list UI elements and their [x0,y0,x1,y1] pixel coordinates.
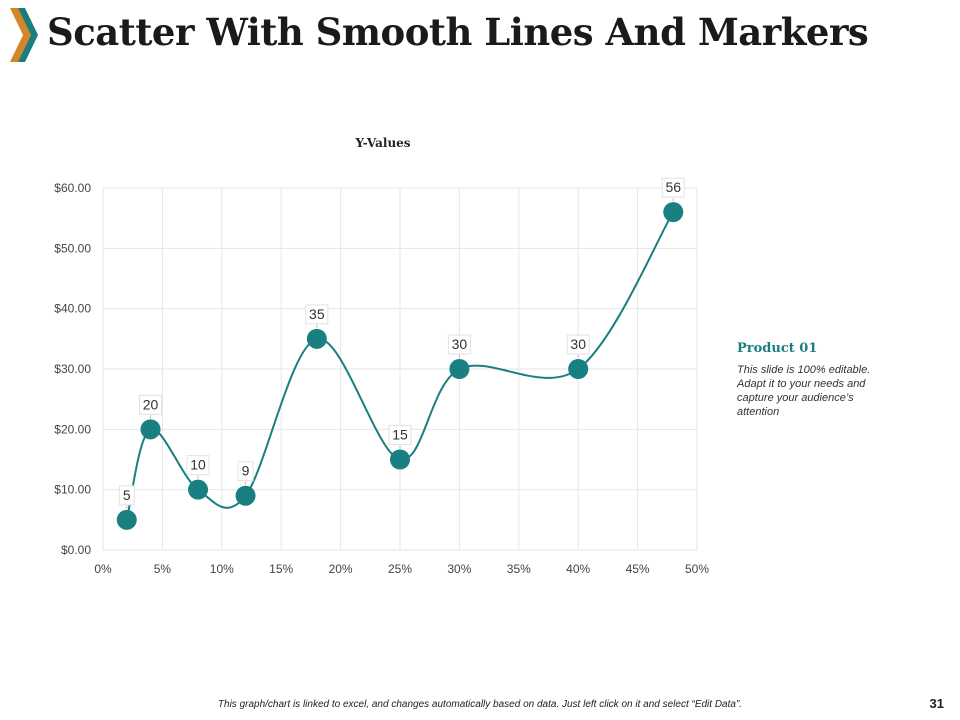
series-line [125,211,675,521]
x-tick-label: 35% [507,562,531,576]
data-label: 20 [143,396,159,412]
data-point[interactable] [188,479,209,500]
data-label: 5 [123,487,131,503]
data-label-box [447,334,471,355]
y-tick-label: $20.00 [54,422,91,436]
x-tick-label: 10% [210,562,234,576]
data-label-box [305,304,329,325]
page-number: 31 [929,696,944,711]
y-tick-label: $40.00 [54,302,91,316]
chart-title: Y-Values [354,136,410,150]
data-point[interactable] [306,328,327,349]
data-label: 56 [665,179,681,195]
data-label-box [388,425,412,445]
data-label: 30 [570,336,586,352]
footer-note: This graph/chart is linked to excel, and… [217,699,743,710]
x-tick-label: 40% [566,562,590,576]
title-chevron-icon [10,8,38,62]
x-tick-label: 0% [94,562,112,576]
y-tick-label: $0.00 [61,543,91,557]
chevron-orange-shape [10,8,33,62]
data-point[interactable] [663,202,684,223]
data-label-box [566,334,590,355]
data-label-box [237,461,254,482]
data-point[interactable] [140,419,161,440]
x-tick-label: 45% [626,562,650,576]
y-tick-label: $10.00 [54,483,91,497]
y-tick-label: $50.00 [54,241,91,255]
data-label: 15 [392,427,408,443]
legend-description: This slide is 100% editable. Adapt it to… [737,364,871,418]
data-label: 30 [452,336,468,352]
data-label-box [186,455,210,476]
data-label-box [661,177,685,198]
chevron-teal-shape [18,8,38,62]
x-tick-label: 25% [388,562,412,576]
y-tick-label: $30.00 [54,362,91,376]
x-tick-label: 30% [447,562,471,576]
data-label-box [139,394,163,415]
data-point[interactable] [390,449,410,470]
data-label-box [118,485,135,506]
data-point[interactable] [568,359,589,379]
data-label: 9 [242,463,250,479]
data-point[interactable] [116,509,137,530]
y-tick-label: $60.00 [54,181,91,195]
x-tick-label: 15% [269,562,293,576]
data-label: 10 [190,457,206,473]
slide-title: Scatter With Smooth Lines And Markers [47,10,869,54]
x-tick-label: 20% [329,562,353,576]
x-tick-label: 5% [154,562,172,576]
x-tick-label: 50% [685,562,709,576]
legend-heading: Product 01 [737,341,818,356]
data-label: 35 [309,306,325,322]
data-point[interactable] [449,359,470,379]
data-point[interactable] [235,485,256,506]
